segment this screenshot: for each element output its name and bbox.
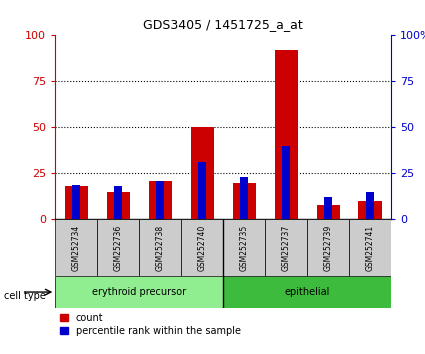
- Bar: [307, 219, 349, 276]
- Text: erythroid precursor: erythroid precursor: [92, 287, 186, 297]
- Bar: [223, 276, 391, 308]
- Text: GSM252735: GSM252735: [240, 225, 249, 271]
- Bar: [265, 219, 307, 276]
- Bar: [324, 198, 332, 219]
- Bar: [156, 181, 164, 219]
- Text: GSM252741: GSM252741: [366, 225, 374, 271]
- Text: epithelial: epithelial: [284, 287, 330, 297]
- Bar: [149, 181, 172, 219]
- Bar: [240, 177, 248, 219]
- Legend: count, percentile rank within the sample: count, percentile rank within the sample: [60, 313, 241, 336]
- Text: GSM252737: GSM252737: [282, 225, 291, 271]
- Bar: [282, 146, 290, 219]
- Bar: [107, 192, 130, 219]
- Title: GDS3405 / 1451725_a_at: GDS3405 / 1451725_a_at: [143, 18, 303, 32]
- Text: GSM252734: GSM252734: [72, 225, 81, 271]
- Bar: [275, 50, 298, 219]
- Bar: [97, 219, 139, 276]
- Bar: [366, 192, 374, 219]
- Text: GSM252738: GSM252738: [156, 225, 164, 271]
- Bar: [139, 219, 181, 276]
- Bar: [55, 276, 223, 308]
- Bar: [181, 219, 223, 276]
- Bar: [72, 184, 80, 219]
- Bar: [190, 127, 214, 219]
- Text: GSM252739: GSM252739: [323, 225, 332, 271]
- Bar: [223, 219, 265, 276]
- Text: cell type: cell type: [4, 291, 46, 301]
- Bar: [358, 201, 382, 219]
- Text: GSM252736: GSM252736: [114, 225, 123, 271]
- Bar: [55, 219, 97, 276]
- Bar: [198, 162, 206, 219]
- Bar: [317, 205, 340, 219]
- Bar: [65, 186, 88, 219]
- Bar: [349, 219, 391, 276]
- Bar: [232, 183, 256, 219]
- Bar: [114, 186, 122, 219]
- Text: GSM252740: GSM252740: [198, 225, 207, 271]
